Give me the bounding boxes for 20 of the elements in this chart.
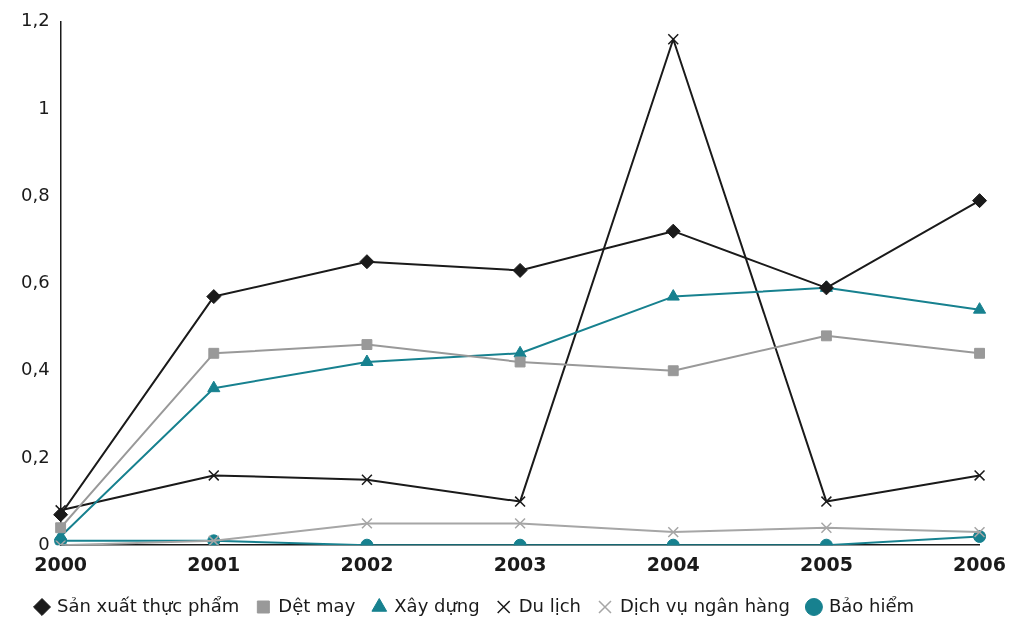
x-tick-label: 2002 [340, 552, 394, 575]
legend-label: Sản xuất thực phẩm [57, 594, 240, 616]
y-tick-label: 0,8 [20, 183, 50, 205]
x-tick-label: 2004 [646, 552, 700, 575]
y-tick-label: 0,6 [20, 271, 50, 293]
legend-label: Bảo hiểm [828, 594, 915, 616]
legend-label: Xây dựng [394, 594, 480, 616]
y-tick-label: 0 [38, 532, 50, 554]
x-tick-label: 2006 [953, 552, 1006, 575]
x-tick-label: 2005 [799, 552, 853, 575]
x-tick-label: 2000 [34, 552, 88, 575]
y-tick-label: 0,2 [20, 445, 50, 467]
legend-label: Dịch vụ ngân hàng [619, 594, 790, 616]
x-tick-label: 2003 [493, 552, 547, 575]
legend-label: Du lịch [518, 594, 581, 616]
y-tick-label: 1 [38, 96, 50, 118]
legend-label: Dệt may [278, 594, 356, 616]
y-tick-label: 1,2 [20, 9, 50, 31]
y-tick-label: 0,4 [20, 358, 50, 380]
x-tick-label: 2001 [187, 552, 241, 575]
